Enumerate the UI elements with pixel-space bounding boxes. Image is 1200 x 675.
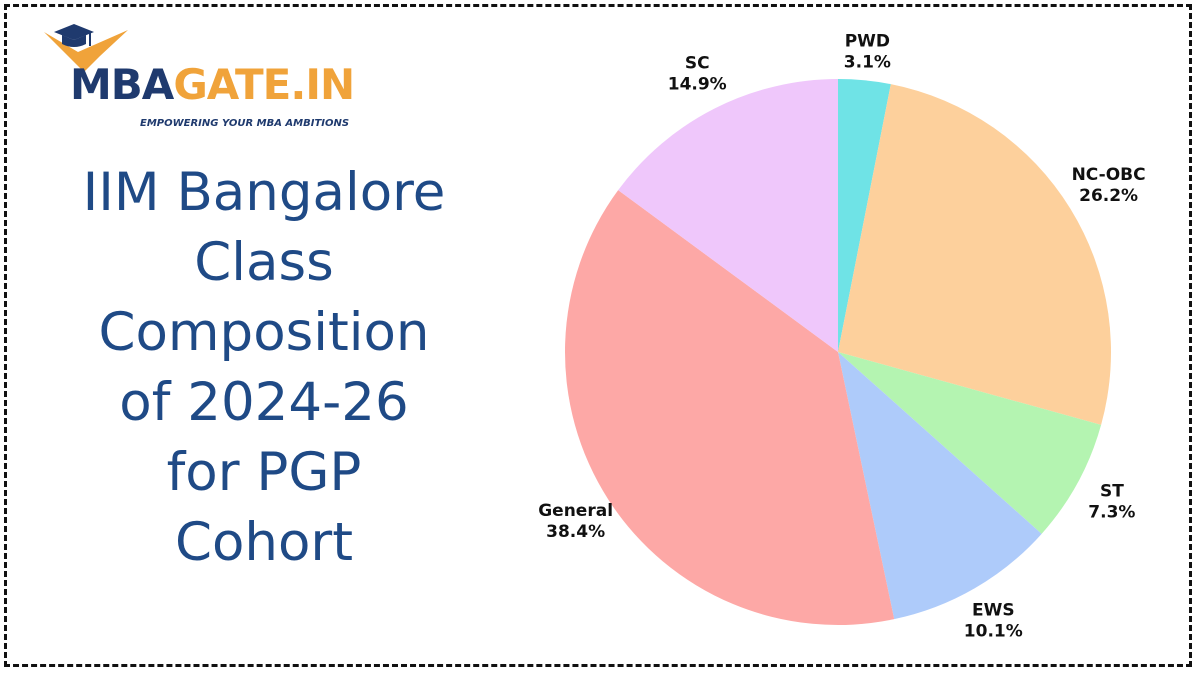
mbagate-logo[interactable]: MBAGATE.IN EMPOWERING YOUR MBA AMBITIONS xyxy=(40,22,360,134)
slice-label-nc-obc: NC-OBC 26.2% xyxy=(1072,165,1146,206)
logo-mba-text: MBA xyxy=(70,60,174,109)
logo-wordmark: MBAGATE.IN xyxy=(70,64,355,106)
slice-label-ews: EWS 10.1% xyxy=(964,600,1023,641)
pie-slice-pwd[interactable] xyxy=(838,79,891,352)
pie-slice-ews[interactable] xyxy=(838,352,1042,620)
title-line: Class xyxy=(194,232,334,293)
title-line: Composition xyxy=(98,302,430,363)
page-title: IIM Bangalore Class Composition of 2024-… xyxy=(14,158,514,578)
slice-label-pwd: PWD 3.1% xyxy=(844,31,891,72)
logo-tagline: EMPOWERING YOUR MBA AMBITIONS xyxy=(140,118,350,129)
logo-gate-text: GATE.IN xyxy=(173,60,355,109)
title-line: for PGP xyxy=(166,442,362,503)
title-line: of 2024-26 xyxy=(119,372,409,433)
pie-slice-general[interactable] xyxy=(565,190,895,625)
graduation-cap-check-icon xyxy=(44,24,128,72)
pie-slice-nc-obc[interactable] xyxy=(838,84,1111,425)
dashed-border xyxy=(4,4,1192,667)
slice-label-st: ST 7.3% xyxy=(1088,481,1135,522)
slice-label-sc: SC 14.9% xyxy=(668,54,727,95)
pie-slice-sc[interactable] xyxy=(618,79,838,352)
slice-label-general: General 38.4% xyxy=(538,501,613,542)
title-line: Cohort xyxy=(174,512,354,573)
pie-slice-st[interactable] xyxy=(838,352,1102,534)
title-line: IIM Bangalore xyxy=(82,162,446,223)
